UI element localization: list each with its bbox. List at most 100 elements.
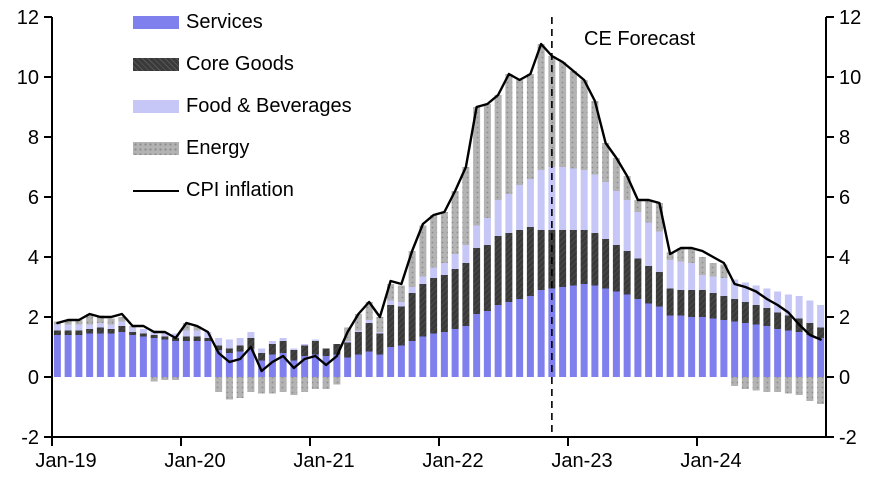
cpi-inflation-line [56, 42, 822, 373]
bar-segment-energy [817, 377, 825, 404]
bar-segment-services [387, 347, 395, 377]
legend-label-food-beverages: Food & Beverages [186, 95, 352, 117]
bar-segment-core_goods [430, 278, 438, 334]
bar-segment-core_goods [440, 275, 448, 332]
bar-segment-services [301, 356, 309, 377]
bar-segment-food_beverages [634, 212, 642, 259]
bar-segment-energy [354, 314, 362, 331]
bar-segment-energy [247, 377, 255, 392]
bar-segment-food_beverages [526, 179, 534, 227]
bar-segment-core_goods [505, 233, 513, 302]
bar-segment-core_goods [268, 344, 276, 355]
y-tick-label-left: 12 [17, 7, 39, 29]
bar-segment-food_beverages [688, 263, 696, 290]
bar-segment-energy [258, 377, 266, 394]
bar-segment-services [193, 341, 201, 377]
bar-segment-services [419, 336, 427, 377]
bar-segment-energy [763, 377, 771, 392]
bar-segment-core_goods [107, 329, 115, 334]
bar-segment-food_beverages [161, 332, 169, 337]
bar-segment-energy [655, 203, 663, 232]
bar-segment-energy [806, 377, 814, 401]
bar-segment-core_goods [666, 288, 674, 316]
bar-segment-core_goods [709, 293, 717, 319]
bar-segment-core_goods [817, 327, 825, 338]
bar-segment-services [408, 341, 416, 377]
bar-segment-food_beverages [354, 330, 362, 332]
bar-segment-services [806, 335, 814, 377]
bar-segment-food_beverages [107, 324, 115, 329]
y-tick-label-right: 4 [839, 247, 850, 269]
bar-segment-energy [548, 56, 556, 167]
bar-segment-food_beverages [258, 348, 266, 353]
bar-segment-services [182, 341, 190, 377]
bar-segment-services [763, 326, 771, 377]
bar-segment-services [365, 351, 373, 377]
bar-segment-food_beverages [580, 170, 588, 230]
bar-segment-energy [107, 318, 115, 325]
bar-segment-core_goods [215, 345, 223, 350]
bar-segment-food_beverages [795, 296, 803, 319]
bar-segment-food_beverages [193, 330, 201, 337]
bar-segment-services [279, 353, 287, 377]
bar-segment-core_goods [537, 230, 545, 290]
bar-segment-energy [677, 248, 685, 262]
bar-segment-food_beverages [430, 267, 438, 278]
bar-segment-energy [75, 320, 83, 325]
bar-segment-energy [483, 104, 491, 218]
cpi-line-layer [56, 17, 822, 437]
bar-segment-core_goods [193, 336, 201, 341]
y-tick-label-right: 6 [839, 187, 850, 209]
y-tick-label-left: 4 [28, 247, 39, 269]
bar-segment-energy [666, 252, 674, 260]
bar-segment-energy [172, 377, 180, 380]
bar-segment-core_goods [612, 245, 620, 292]
bar-segment-energy [376, 317, 384, 332]
bar-segment-services [150, 338, 158, 377]
bar-segment-core_goods [451, 269, 459, 329]
legend-label-energy: Energy [186, 137, 250, 159]
bar-segment-services [473, 314, 481, 377]
bar-segment-energy [720, 264, 728, 278]
bar-segment-food_beverages [516, 185, 524, 230]
bar-segment-core_goods [741, 302, 749, 323]
bar-segment-energy [440, 212, 448, 263]
bar-segment-food_beverages [591, 174, 599, 233]
bar-segment-services [64, 335, 72, 377]
bar-segment-energy [268, 377, 276, 394]
bar-segment-energy [752, 377, 760, 391]
bar-segment-core_goods [225, 348, 233, 353]
bar-segment-food_beverages [365, 320, 373, 323]
bar-segment-food_beverages [75, 324, 83, 331]
bar-segment-food_beverages [225, 339, 233, 349]
bar-segment-services [645, 303, 653, 377]
bar-segment-services [698, 317, 706, 377]
bar-segment-services [516, 299, 524, 377]
bar-segment-energy [505, 74, 513, 194]
bar-segment-energy [161, 377, 169, 380]
bar-segment-services [53, 335, 61, 377]
bar-segment-energy [516, 80, 524, 185]
bar-segment-core_goods [591, 233, 599, 286]
bar-segment-core_goods [322, 348, 330, 356]
x-tick-label: Jan-20 [164, 450, 225, 472]
bar-segment-food_beverages [505, 194, 513, 233]
bar-segment-core_goods [161, 336, 169, 340]
bar-segment-services [677, 315, 685, 377]
bar-segment-core_goods [279, 341, 287, 353]
axes: -2 -2 0 0 2 2 4 4 6 6 8 8 10 10 12 12 Jan-19 Jan-20 Jan-21… [17, 7, 862, 472]
bar-segment-energy [645, 200, 653, 223]
bar-segment-services [602, 288, 610, 377]
bar-segment-food_beverages [720, 278, 728, 296]
bar-segment-food_beverages [709, 276, 717, 293]
bar-segment-food_beverages [129, 327, 137, 332]
bar-segment-food_beverages [215, 338, 223, 346]
bar-segment-food_beverages [602, 182, 610, 239]
bar-segment-services [322, 356, 330, 377]
bar-segment-energy [64, 320, 72, 325]
legend-item-food-beverages: Food & Beverages [133, 95, 352, 117]
bar-segment-core_goods [247, 338, 255, 349]
bar-segment-services [731, 321, 739, 377]
bar-segment-services [268, 354, 276, 377]
bar-segment-food_beverages [96, 323, 104, 328]
